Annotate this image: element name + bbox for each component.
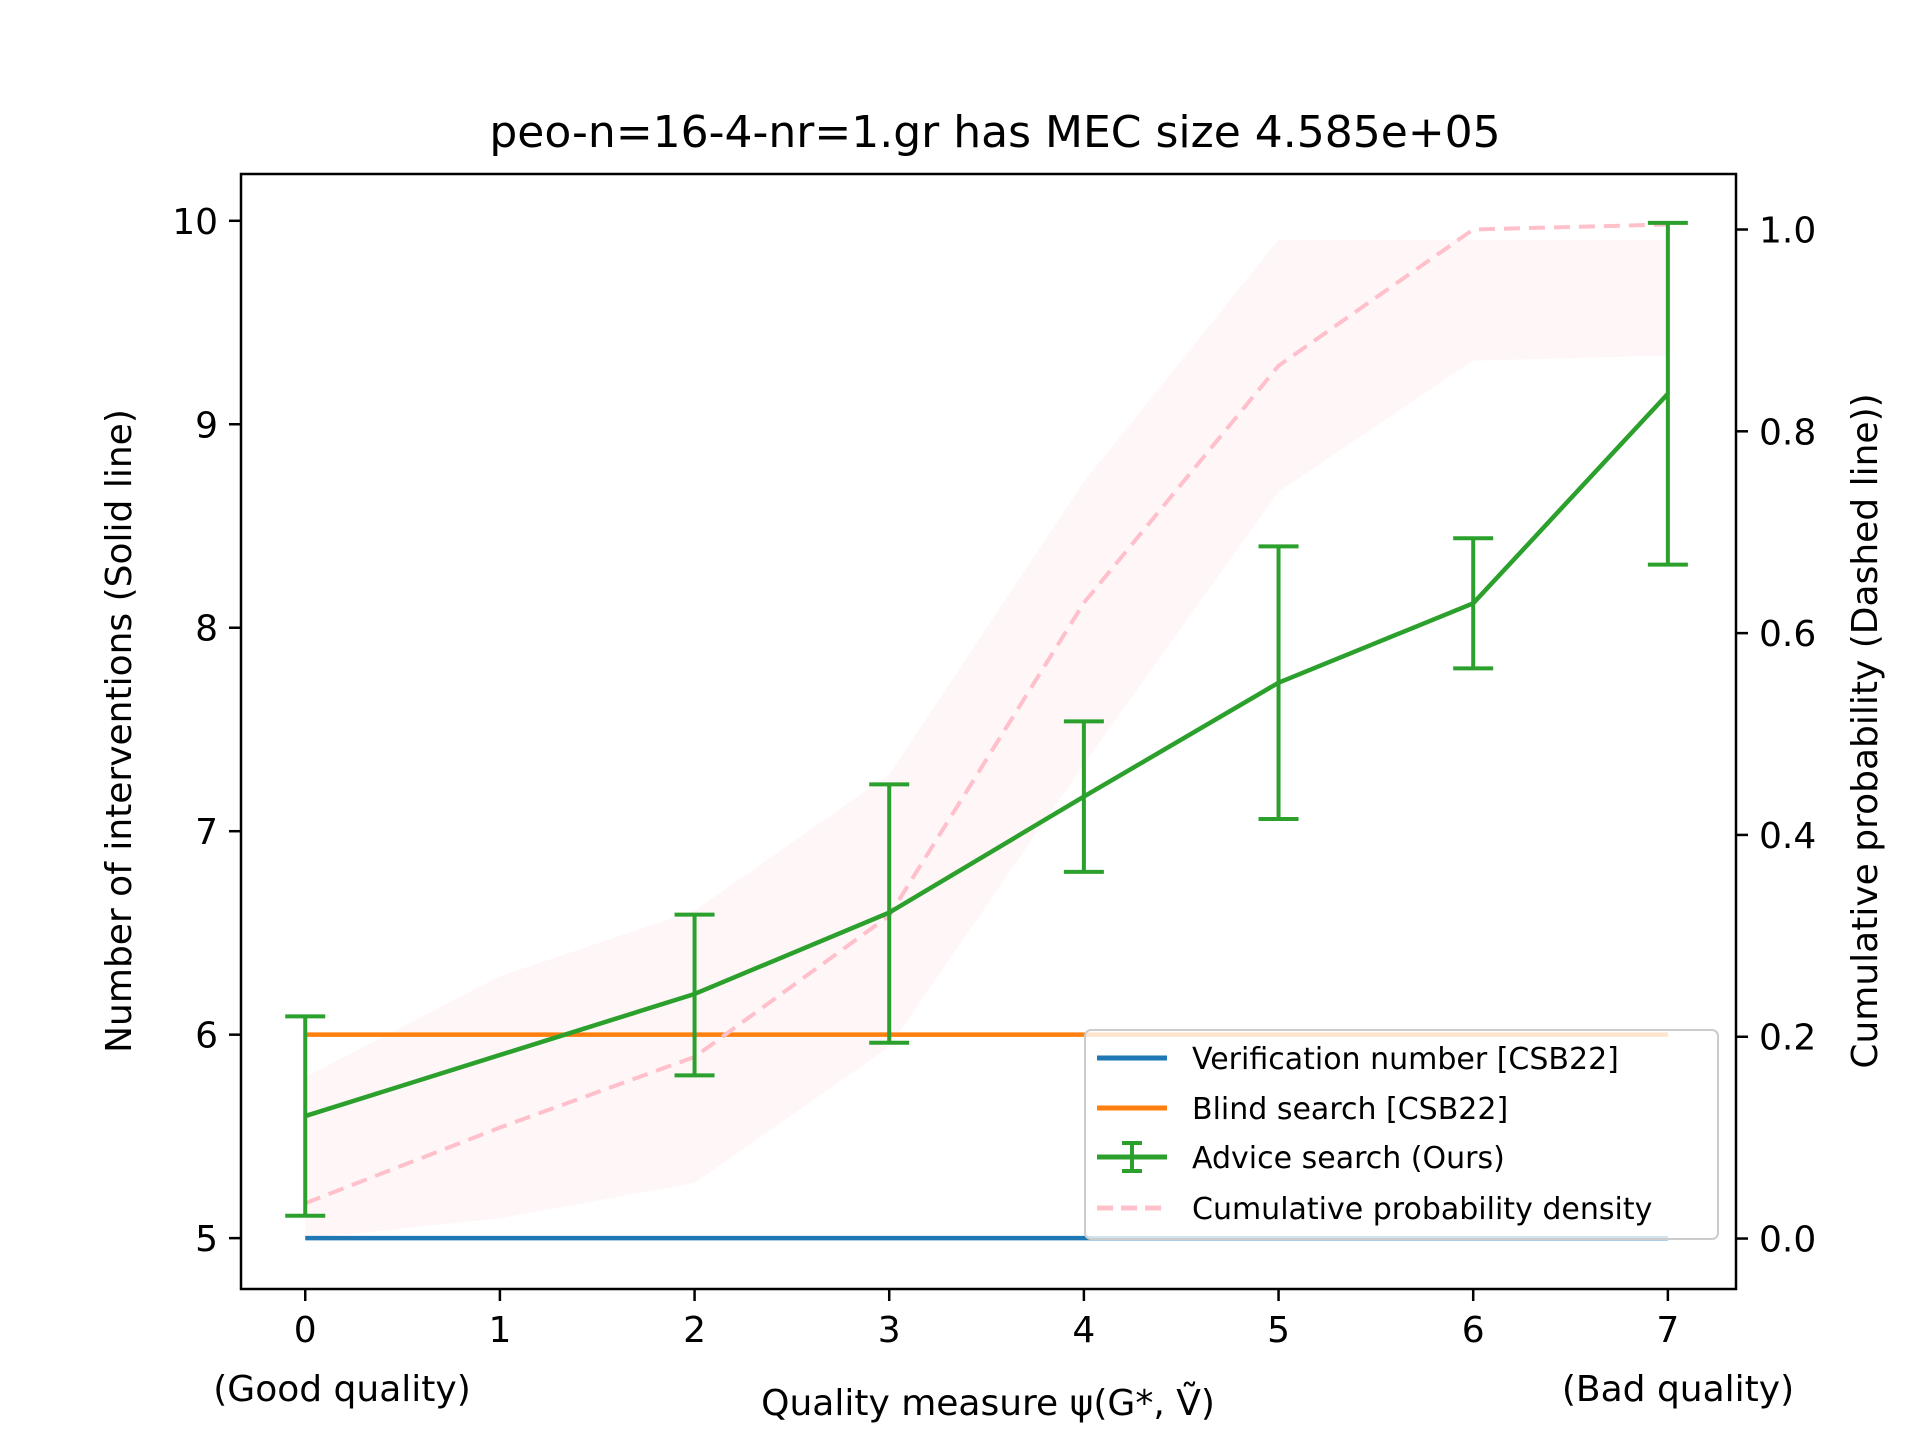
y-axis-label-left: Number of interventions (Solid line) [99,409,140,1053]
error-bar [869,782,910,1045]
x-tick-label: 2 [683,1310,706,1351]
legend-label-verification: Verification number [CSB22] [1192,1042,1619,1077]
x-note-good-quality: (Good quality) [213,1369,470,1410]
probability-band [305,239,1668,1239]
x-tick-label: 0 [294,1310,317,1351]
y2-tick-label: 0.2 [1759,1018,1816,1059]
y2-tick-label: 0.8 [1759,412,1816,453]
legend-box [1084,1029,1719,1240]
x-axis-label: Quality measure ψ(G*, Ṽ) [761,1381,1215,1424]
legend-label-advice-search: Advice search (Ours) [1192,1141,1505,1176]
error-bar [1453,536,1494,671]
y2-tick-label: 1.0 [1759,210,1816,251]
y2-tick-label: 0.0 [1759,1220,1816,1261]
x-tick-label: 1 [488,1310,511,1351]
chart-title: peo-n=16-4-nr=1.gr has MEC size 4.585e+0… [489,107,1500,158]
x-axis: 0 1 2 3 4 5 6 7 [294,1289,1679,1351]
y-tick-label: 7 [195,812,218,853]
x-tick-label: 4 [1072,1310,1095,1351]
x-note-bad-quality: (Bad quality) [1562,1369,1794,1410]
y-axis-label-right: Cumulative probability (Dashed line)) [1845,393,1886,1068]
y-tick-label: 5 [195,1219,218,1260]
x-tick-label: 6 [1462,1310,1485,1351]
y-axis-right: 0.0 0.2 0.4 0.6 0.8 1.0 [1736,210,1816,1261]
y2-tick-label: 0.4 [1759,816,1816,857]
legend-label-blind-search: Blind search [CSB22] [1192,1092,1508,1127]
plot-frame [239,172,1738,1291]
error-bar [674,912,715,1078]
legend-label-cumulative: Cumulative probability density [1192,1192,1652,1227]
y-tick-label: 6 [195,1016,218,1057]
y-axis-left: 5 6 7 8 9 10 [172,202,241,1260]
error-bar [1063,719,1104,874]
y-tick-label: 9 [195,405,218,446]
x-tick-label: 7 [1656,1310,1679,1351]
y-tick-label: 10 [172,202,218,243]
y2-tick-label: 0.6 [1759,614,1816,655]
legend-swatch-advice-search [1097,1141,1167,1173]
error-bar [285,1014,326,1218]
y-tick-label: 8 [195,609,218,650]
x-tick-label: 5 [1267,1310,1290,1351]
x-tick-label: 3 [878,1310,901,1351]
legend: Verification number [CSB22] Blind search… [1084,1029,1719,1240]
probability-band-layer [305,239,1668,1239]
error-bar [1647,220,1688,567]
errorbar-layer [285,220,1688,1218]
error-bar [1258,544,1299,821]
series-line-cumulative-probability-density [304,222,1668,1206]
